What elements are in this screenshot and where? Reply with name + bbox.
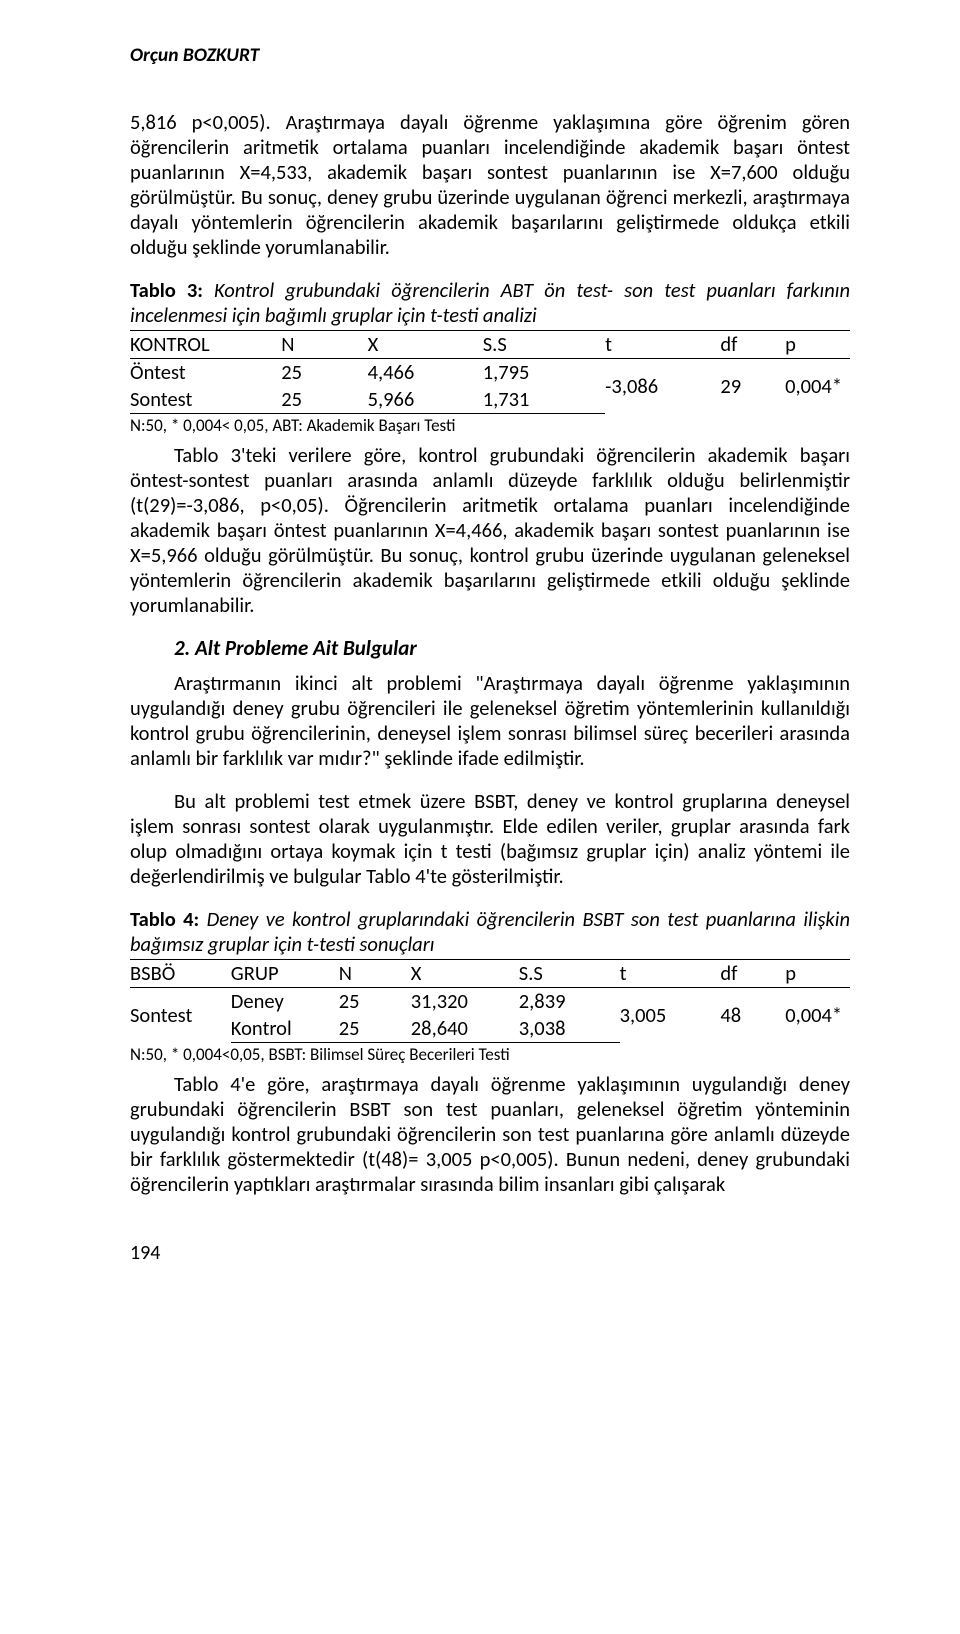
table3-r0c1: 25 (281, 358, 367, 386)
subheading-2: 2. Alt Probleme Ait Bulgular (174, 636, 850, 662)
table4-note: N:50, * 0,004<0,05, BSBT: Bilimsel Süreç… (130, 1045, 850, 1066)
page-number: 194 (130, 1241, 850, 1265)
table4-col-7: p (785, 960, 850, 988)
table3-r1c2: 5,966 (368, 386, 483, 414)
table3-col-4: t (605, 330, 720, 358)
table3-col-2: X (368, 330, 483, 358)
table3-r1c3: 1,731 (483, 386, 605, 414)
table4-df-value: 48 (720, 988, 785, 1043)
table4-col-1: GRUP (231, 960, 339, 988)
table3-df-value: 29 (720, 358, 785, 413)
table4-header-row: BSBÖ GRUP N X S.S t df p (130, 960, 850, 988)
table3-p-value: 0,004* (785, 358, 850, 413)
table3-col-3: S.S (483, 330, 605, 358)
table4-r0c1: Deney (231, 988, 339, 1016)
table4-p-value: 0,004* (785, 988, 850, 1043)
table3-r1c1: 25 (281, 386, 367, 414)
table3-note: N:50, * 0,004< 0,05, ABT: Akademik Başar… (130, 416, 850, 437)
table3-r1c0: Sontest (130, 386, 281, 414)
paragraph-1: 5,816 p<0,005). Araştırmaya dayalı öğren… (130, 110, 850, 260)
table4-r1c2: 25 (339, 1015, 411, 1043)
table4-row-0: Sontest Deney 25 31,320 2,839 3,005 48 0… (130, 988, 850, 1016)
page-root: Orçun BOZKURT 5,816 p<0,005). Araştırmay… (0, 0, 960, 1634)
table4-r1c1: Kontrol (231, 1015, 339, 1043)
table4-rowlabel: Sontest (130, 988, 231, 1043)
paragraph-2: Tablo 3'teki verilere göre, kontrol grub… (130, 443, 850, 618)
table3-r0c0: Öntest (130, 358, 281, 386)
table3-col-0: KONTROL (130, 330, 281, 358)
table3-r0c3: 1,795 (483, 358, 605, 386)
table4-col-3: X (411, 960, 519, 988)
table3-col-5: df (720, 330, 785, 358)
table4-r0c4: 2,839 (519, 988, 620, 1016)
table3-row-0: Öntest 25 4,466 1,795 -3,086 29 0,004* (130, 358, 850, 386)
table4-col-4: S.S (519, 960, 620, 988)
table3-t-value: -3,086 (605, 358, 720, 413)
table4-caption: Tablo 4: Deney ve kontrol gruplarındaki … (130, 907, 850, 957)
table4-t-value: 3,005 (620, 988, 721, 1043)
table3-caption-rest: Kontrol grubundaki öğrencilerin ABT ön t… (130, 277, 850, 328)
paragraph-5: Tablo 4'e göre, araştırmaya dayalı öğren… (130, 1072, 850, 1197)
table4-col-2: N (339, 960, 411, 988)
table4-col-6: df (720, 960, 785, 988)
table4-caption-rest: Deney ve kontrol gruplarındaki öğrencile… (130, 906, 850, 957)
table4-col-0: BSBÖ (130, 960, 231, 988)
table3-r0c2: 4,466 (368, 358, 483, 386)
table3-header-row: KONTROL N X S.S t df p (130, 330, 850, 358)
table4-col-5: t (620, 960, 721, 988)
paragraph-4: Bu alt problemi test etmek üzere BSBT, d… (130, 789, 850, 889)
table4-r0c3: 31,320 (411, 988, 519, 1016)
table3-col-6: p (785, 330, 850, 358)
author-name: Orçun BOZKURT (130, 44, 850, 68)
table4: BSBÖ GRUP N X S.S t df p Sontest Deney 2… (130, 959, 850, 1043)
table3-caption: Tablo 3: Kontrol grubundaki öğrencilerin… (130, 278, 850, 328)
table3: KONTROL N X S.S t df p Öntest 25 4,466 1… (130, 330, 850, 414)
table3-caption-lead: Tablo 3: (130, 277, 203, 303)
table4-caption-lead: Tablo 4: (130, 906, 199, 932)
table4-r0c2: 25 (339, 988, 411, 1016)
table4-r1c3: 28,640 (411, 1015, 519, 1043)
table3-col-1: N (281, 330, 367, 358)
table4-r1c4: 3,038 (519, 1015, 620, 1043)
paragraph-3: Araştırmanın ikinci alt problemi "Araştı… (130, 671, 850, 771)
